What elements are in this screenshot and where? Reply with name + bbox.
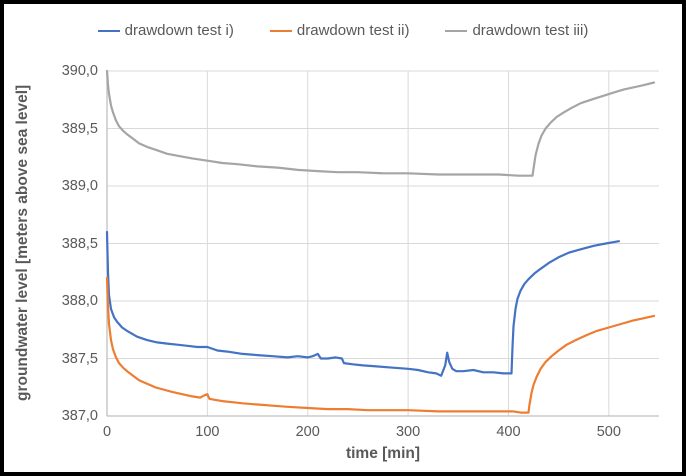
legend-item-test-iii: drawdown test iii): [445, 22, 588, 39]
y-tick-label: 389,5: [61, 120, 98, 137]
legend-item-test-ii: drawdown test ii): [269, 22, 410, 39]
series-line-swatch-blue: [97, 29, 120, 32]
y-tick-label: 387,5: [61, 350, 98, 367]
x-axis-title: time [min]: [345, 445, 421, 462]
y-tick-label: 387,0: [61, 408, 98, 424]
x-tick-label: 500: [596, 424, 621, 440]
series-line-swatch-orange: [269, 29, 292, 32]
y-tick-label: 390,0: [61, 63, 98, 79]
series-line-drawdown-test-ii: [105, 276, 656, 414]
series-line-swatch-gray: [445, 29, 468, 32]
x-tick-label: 100: [195, 424, 220, 440]
legend-label: drawdown test i): [124, 22, 234, 39]
x-tick-label: 200: [295, 424, 320, 440]
x-tick-label: 400: [496, 424, 521, 440]
series-line-drawdown-test-iii: [105, 69, 656, 177]
legend-label: drawdown test ii): [296, 22, 410, 39]
y-tick-label: 388,0: [61, 293, 98, 309]
x-tick-label: 0: [102, 424, 112, 440]
line-chart-plot: [105, 69, 659, 417]
y-tick-label: 389,0: [61, 178, 98, 194]
y-tick-label: 388,5: [61, 235, 98, 252]
series-line-drawdown-test-i: [105, 230, 621, 377]
x-tick-label: 300: [395, 424, 421, 440]
legend-item-test-i: drawdown test i): [97, 22, 234, 39]
chart-legend: drawdown test i) drawdown test ii) drawd…: [4, 22, 682, 39]
y-axis-title: groundwater level [meters above sea leve…: [14, 84, 31, 402]
legend-label: drawdown test iii): [472, 22, 589, 39]
